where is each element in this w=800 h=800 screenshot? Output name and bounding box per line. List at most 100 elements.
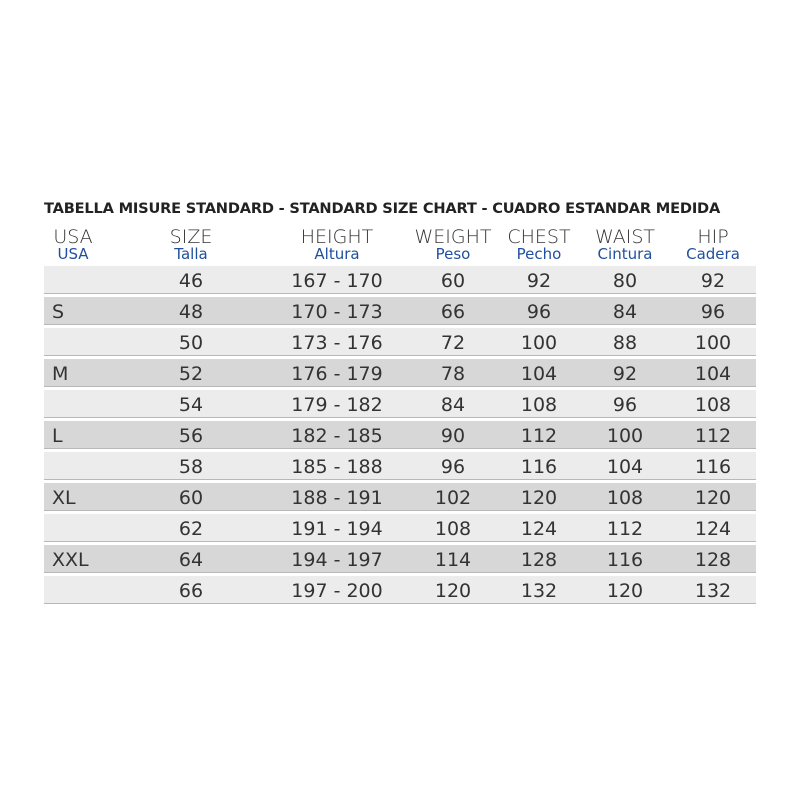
table-row: S 48 170 - 173 66 96 84 96: [44, 297, 756, 325]
cell-usa: XXL: [52, 549, 89, 571]
cell-chest: 132: [520, 580, 558, 602]
cell-hip: 128: [694, 549, 732, 571]
cell-height: 173 - 176: [291, 332, 383, 354]
cell-height: 197 - 200: [291, 580, 383, 602]
cell-weight: 60: [440, 270, 466, 292]
table-row: M 52 176 - 179 78 104 92 104: [44, 359, 756, 387]
cell-height: 188 - 191: [291, 487, 383, 509]
header-label-es: Talla: [174, 245, 208, 263]
header-height: HEIGHT Altura: [282, 227, 392, 262]
cell-usa: L: [52, 425, 63, 447]
cell-weight: 114: [434, 549, 472, 571]
header-label-en: USA: [53, 226, 93, 248]
cell-height: 194 - 197: [291, 549, 383, 571]
cell-waist: 100: [606, 425, 644, 447]
header-hip: HIP Cadera: [658, 227, 768, 262]
size-table: 46 167 - 170 60 92 80 92 S 48 170 - 173 66 96 84 96 5…: [44, 266, 756, 607]
cell-usa: XL: [52, 487, 76, 509]
cell-waist: 112: [606, 518, 644, 540]
table-row: 50 173 - 176 72 100 88 100: [44, 328, 756, 356]
cell-weight: 96: [440, 456, 466, 478]
cell-size: 66: [178, 580, 204, 602]
cell-weight: 72: [440, 332, 466, 354]
chart-title: TABELLA MISURE STANDARD - STANDARD SIZE …: [44, 200, 721, 217]
cell-height: 182 - 185: [291, 425, 383, 447]
cell-usa: M: [52, 363, 69, 385]
cell-size: 48: [178, 301, 204, 323]
header-label-en: SIZE: [169, 226, 213, 248]
cell-hip: 124: [694, 518, 732, 540]
header-label-en: HIP: [697, 226, 729, 248]
cell-size: 58: [178, 456, 204, 478]
table-row: 62 191 - 194 108 124 112 124: [44, 514, 756, 542]
cell-height: 191 - 194: [291, 518, 383, 540]
header-label-en: HEIGHT: [300, 226, 374, 248]
cell-waist: 96: [612, 394, 638, 416]
header-usa: USA USA: [30, 227, 116, 262]
cell-size: 50: [178, 332, 204, 354]
cell-size: 46: [178, 270, 204, 292]
cell-weight: 108: [434, 518, 472, 540]
table-row: 54 179 - 182 84 108 96 108: [44, 390, 756, 418]
cell-height: 176 - 179: [291, 363, 383, 385]
cell-hip: 108: [694, 394, 732, 416]
header-label-es: Peso: [435, 245, 471, 263]
cell-usa: S: [52, 301, 65, 323]
cell-waist: 88: [612, 332, 638, 354]
cell-weight: 78: [440, 363, 466, 385]
cell-chest: 108: [520, 394, 558, 416]
cell-waist: 116: [606, 549, 644, 571]
header-size: SIZE Talla: [136, 227, 246, 262]
header-label-es: Cadera: [686, 245, 740, 263]
header-chest: CHEST Pecho: [484, 227, 594, 262]
table-row: XXL 64 194 - 197 114 128 116 128: [44, 545, 756, 573]
cell-size: 56: [178, 425, 204, 447]
header-waist: WAIST Cintura: [570, 227, 680, 262]
cell-chest: 116: [520, 456, 558, 478]
table-row: XL 60 188 - 191 102 120 108 120: [44, 483, 756, 511]
cell-hip: 96: [700, 301, 726, 323]
cell-size: 54: [178, 394, 204, 416]
cell-height: 185 - 188: [291, 456, 383, 478]
header-label-en: CHEST: [507, 226, 571, 248]
cell-waist: 108: [606, 487, 644, 509]
header-label-en: WAIST: [594, 226, 655, 248]
cell-chest: 92: [526, 270, 552, 292]
header-weight: WEIGHT Peso: [398, 227, 508, 262]
header-label-es: Pecho: [516, 245, 562, 263]
table-row: L 56 182 - 185 90 112 100 112: [44, 421, 756, 449]
cell-height: 170 - 173: [291, 301, 383, 323]
table-row: 66 197 - 200 120 132 120 132: [44, 576, 756, 604]
cell-hip: 120: [694, 487, 732, 509]
cell-weight: 120: [434, 580, 472, 602]
cell-weight: 102: [434, 487, 472, 509]
cell-waist: 80: [612, 270, 638, 292]
cell-waist: 104: [606, 456, 644, 478]
table-row: 46 167 - 170 60 92 80 92: [44, 266, 756, 294]
header-label-es: Cintura: [597, 245, 653, 263]
cell-height: 167 - 170: [291, 270, 383, 292]
cell-hip: 100: [694, 332, 732, 354]
cell-chest: 128: [520, 549, 558, 571]
cell-chest: 120: [520, 487, 558, 509]
cell-weight: 66: [440, 301, 466, 323]
cell-waist: 120: [606, 580, 644, 602]
cell-weight: 90: [440, 425, 466, 447]
header-label-en: WEIGHT: [414, 226, 492, 248]
cell-waist: 92: [612, 363, 638, 385]
cell-waist: 84: [612, 301, 638, 323]
cell-height: 179 - 182: [291, 394, 383, 416]
cell-chest: 104: [520, 363, 558, 385]
table-row: 58 185 - 188 96 116 104 116: [44, 452, 756, 480]
table-header: USA USA SIZE Talla HEIGHT Altura WEIGHT Peso CHE…: [0, 227, 800, 267]
header-label-es: Altura: [314, 245, 360, 263]
cell-chest: 96: [526, 301, 552, 323]
cell-size: 64: [178, 549, 204, 571]
cell-chest: 100: [520, 332, 558, 354]
cell-chest: 112: [520, 425, 558, 447]
cell-size: 52: [178, 363, 204, 385]
cell-chest: 124: [520, 518, 558, 540]
cell-hip: 116: [694, 456, 732, 478]
cell-size: 60: [178, 487, 204, 509]
header-label-es: USA: [57, 245, 89, 263]
